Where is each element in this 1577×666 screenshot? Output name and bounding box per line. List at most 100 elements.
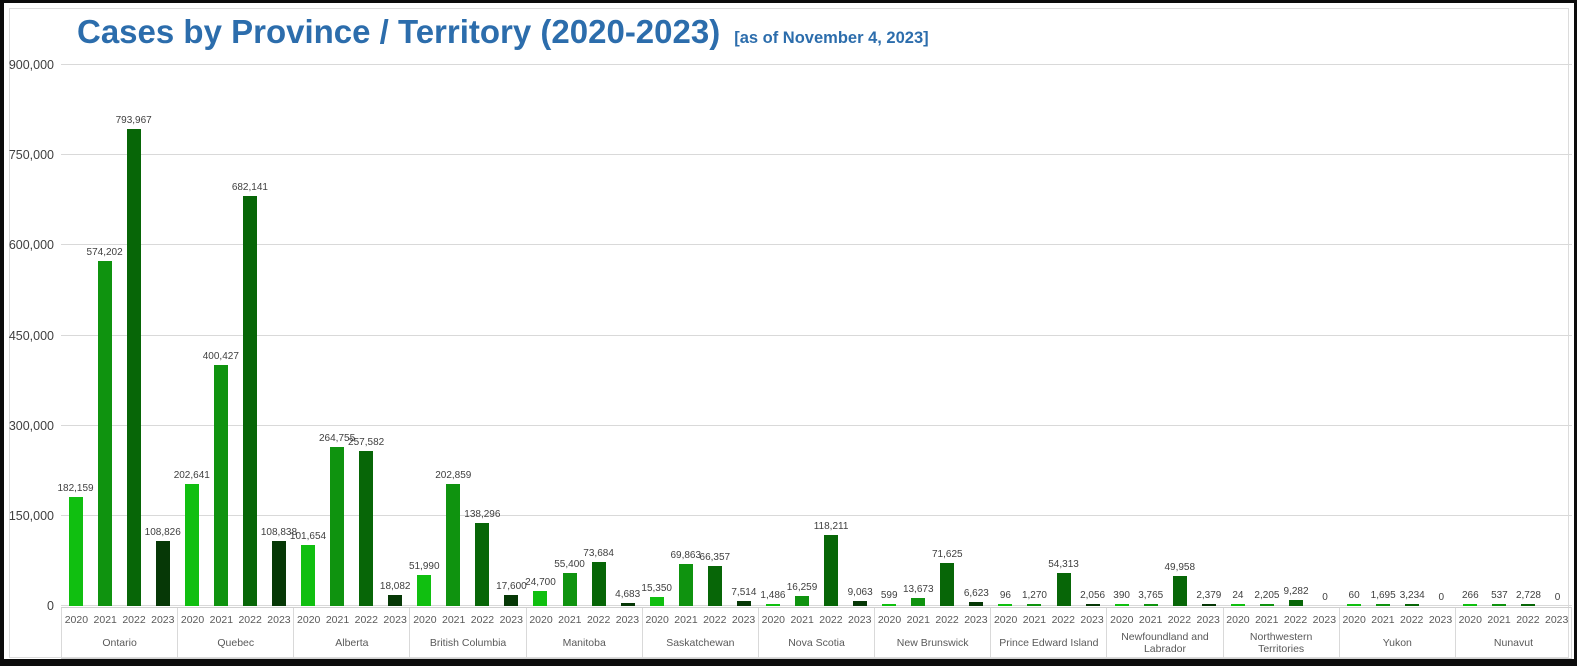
- bar-slot-nunavut-2023: 0: [1543, 65, 1572, 606]
- bar-group-new-brunswick: 599 13,673 71,625 6,623: [875, 65, 991, 606]
- year-label: 2020: [877, 613, 902, 626]
- years-row: 2020 2021 2022 2023: [1224, 608, 1339, 631]
- bar-new-brunswick-2023: [969, 602, 984, 606]
- year-label: 2022: [1400, 613, 1424, 626]
- bars-container: 182,159 574,202 793,967 108,826 202,641 400,4…: [57, 65, 1572, 606]
- year-label: 2022: [1051, 613, 1075, 626]
- bar-alberta-2022: [359, 451, 374, 606]
- year-label: 2022: [703, 613, 727, 626]
- bar-yukon-2020: [1347, 604, 1362, 606]
- bar-value-label: 13,673: [902, 583, 934, 595]
- bar-value-label: 2,205: [1254, 590, 1280, 601]
- chart-header: Cases by Province / Territory (2020-2023…: [77, 13, 929, 51]
- chart-subtitle: [as of November 4, 2023]: [734, 29, 929, 47]
- bar-value-label: 16,259: [786, 582, 818, 594]
- y-axis-label: 300,000: [8, 418, 54, 433]
- bar-group-prince-edward-island: 96 1,270 54,313 2,056: [991, 65, 1107, 606]
- bar-prince-edward-island-2022: [1056, 573, 1071, 606]
- bar-slot-ontario-2023: 108,826: [145, 65, 181, 606]
- bar-group-saskatchewan: 15,350 69,863 66,357 7,514: [641, 65, 758, 606]
- year-label: 2020: [993, 613, 1018, 626]
- year-label: 2020: [1342, 613, 1366, 626]
- bar-newfoundland-and-labrador-2022: [1172, 575, 1187, 606]
- bar-slot-newfoundland-and-labrador-2021: 3,765: [1136, 65, 1165, 606]
- year-label: 2023: [731, 613, 756, 626]
- bar-slot-new-brunswick-2022: 71,625: [932, 65, 963, 606]
- bar-slot-nova-scotia-2020: 1,486: [758, 65, 787, 606]
- year-label: 2021: [209, 613, 234, 626]
- bar-value-label: 0: [1438, 592, 1445, 603]
- bar-slot-alberta-2020: 101,654: [290, 65, 326, 606]
- bar-slot-manitoba-2023: 4,683: [613, 65, 642, 606]
- bar-group-yukon: 60 1,695 3,234 0: [1340, 65, 1456, 606]
- bar-slot-alberta-2023: 18,082: [379, 65, 411, 606]
- bar-saskatchewan-2023: [736, 601, 751, 606]
- bar-value-label: 66,357: [699, 552, 731, 564]
- year-label: 2021: [558, 613, 582, 626]
- years-row: 2020 2021 2022 2023: [875, 608, 990, 631]
- province-label: Yukon: [1382, 637, 1412, 649]
- bar-slot-quebec-2023: 108,838: [261, 65, 297, 606]
- bar-slot-northwestern-territories-2022: 9,282: [1281, 65, 1310, 606]
- bar-slot-prince-edward-island-2021: 1,270: [1020, 65, 1049, 606]
- bar-slot-new-brunswick-2021: 13,673: [902, 65, 934, 606]
- year-label: 2021: [906, 613, 930, 626]
- bar-value-label: 9,282: [1283, 586, 1309, 598]
- years-row: 2020 2021 2022 2023: [527, 608, 642, 631]
- bar-slot-british-columbia-2021: 202,859: [435, 65, 471, 606]
- bar-value-label: 574,202: [86, 246, 123, 258]
- bar-value-label: 73,684: [583, 547, 614, 559]
- bar-new-brunswick-2020: [882, 604, 897, 606]
- bar-value-label: 537: [1491, 590, 1508, 601]
- bar-slot-prince-edward-island-2023: 2,056: [1078, 65, 1107, 606]
- bar-slot-saskatchewan-2023: 7,514: [729, 65, 758, 606]
- bar-slot-prince-edward-island-2020: 96: [991, 65, 1020, 606]
- bar-slot-nunavut-2020: 266: [1456, 65, 1485, 606]
- bar-group-nunavut: 266 537 2,728 0: [1456, 65, 1572, 606]
- bar-ontario-2023: [155, 540, 170, 606]
- province-label: Alberta: [335, 637, 369, 649]
- bar-northwestern-territories-2022: [1289, 600, 1303, 606]
- bar-slot-saskatchewan-2022: 66,357: [699, 65, 731, 606]
- province-label: Manitoba: [562, 637, 606, 649]
- year-label: 2023: [1312, 613, 1337, 626]
- year-label: 2023: [964, 613, 988, 626]
- year-label: 2022: [586, 613, 611, 626]
- bar-manitoba-2022: [591, 561, 606, 606]
- bar-value-label: 108,838: [260, 526, 298, 538]
- bar-slot-quebec-2020: 202,641: [174, 65, 210, 606]
- bar-slot-yukon-2020: 60: [1340, 65, 1369, 606]
- gridline: [61, 334, 1572, 336]
- bar-slot-manitoba-2021: 55,400: [554, 65, 585, 606]
- bar-northwestern-territories-2021: [1259, 604, 1274, 606]
- year-label: 2023: [499, 613, 523, 626]
- bar-slot-newfoundland-and-labrador-2022: 49,958: [1164, 65, 1195, 606]
- bar-prince-edward-island-2020: [998, 604, 1013, 606]
- bar-value-label: 390: [1113, 590, 1130, 601]
- years-row: 2020 2021 2022 2023: [1107, 608, 1222, 631]
- axis-group-cell-nunavut: 2020 2021 2022 2023 Nunavut: [1456, 608, 1573, 658]
- axis-group-cell-alberta: 2020 2021 2022 2023 Alberta: [294, 608, 411, 658]
- bar-slot-manitoba-2020: 24,700: [525, 65, 556, 606]
- years-row: 2020 2021 2022 2023: [178, 608, 293, 631]
- bar-slot-alberta-2021: 264,755: [319, 65, 355, 606]
- bar-value-label: 266: [1462, 590, 1479, 601]
- y-axis-label: 0: [47, 599, 54, 613]
- bar-quebec-2023: [271, 540, 286, 606]
- province-label: Nova Scotia: [788, 637, 845, 649]
- y-axis-label: 600,000: [8, 238, 54, 253]
- axis-group-cell-ontario: 2020 2021 2022 2023 Ontario: [61, 608, 179, 658]
- y-axis-label: 150,000: [8, 508, 54, 523]
- bar-slot-northwestern-territories-2020: 24: [1223, 65, 1252, 606]
- bar-prince-edward-island-2023: [1085, 604, 1100, 606]
- year-label: 2020: [413, 613, 437, 626]
- bar-value-label: 1,695: [1370, 590, 1396, 601]
- years-row: 2020 2021 2022 2023: [759, 608, 874, 631]
- province-label: Quebec: [217, 637, 255, 649]
- bar-newfoundland-and-labrador-2021: [1143, 603, 1158, 606]
- bar-saskatchewan-2022: [707, 566, 722, 606]
- bar-value-label: 18,082: [379, 581, 411, 593]
- bar-slot-yukon-2021: 1,695: [1369, 65, 1398, 606]
- bar-newfoundland-and-labrador-2023: [1201, 604, 1216, 606]
